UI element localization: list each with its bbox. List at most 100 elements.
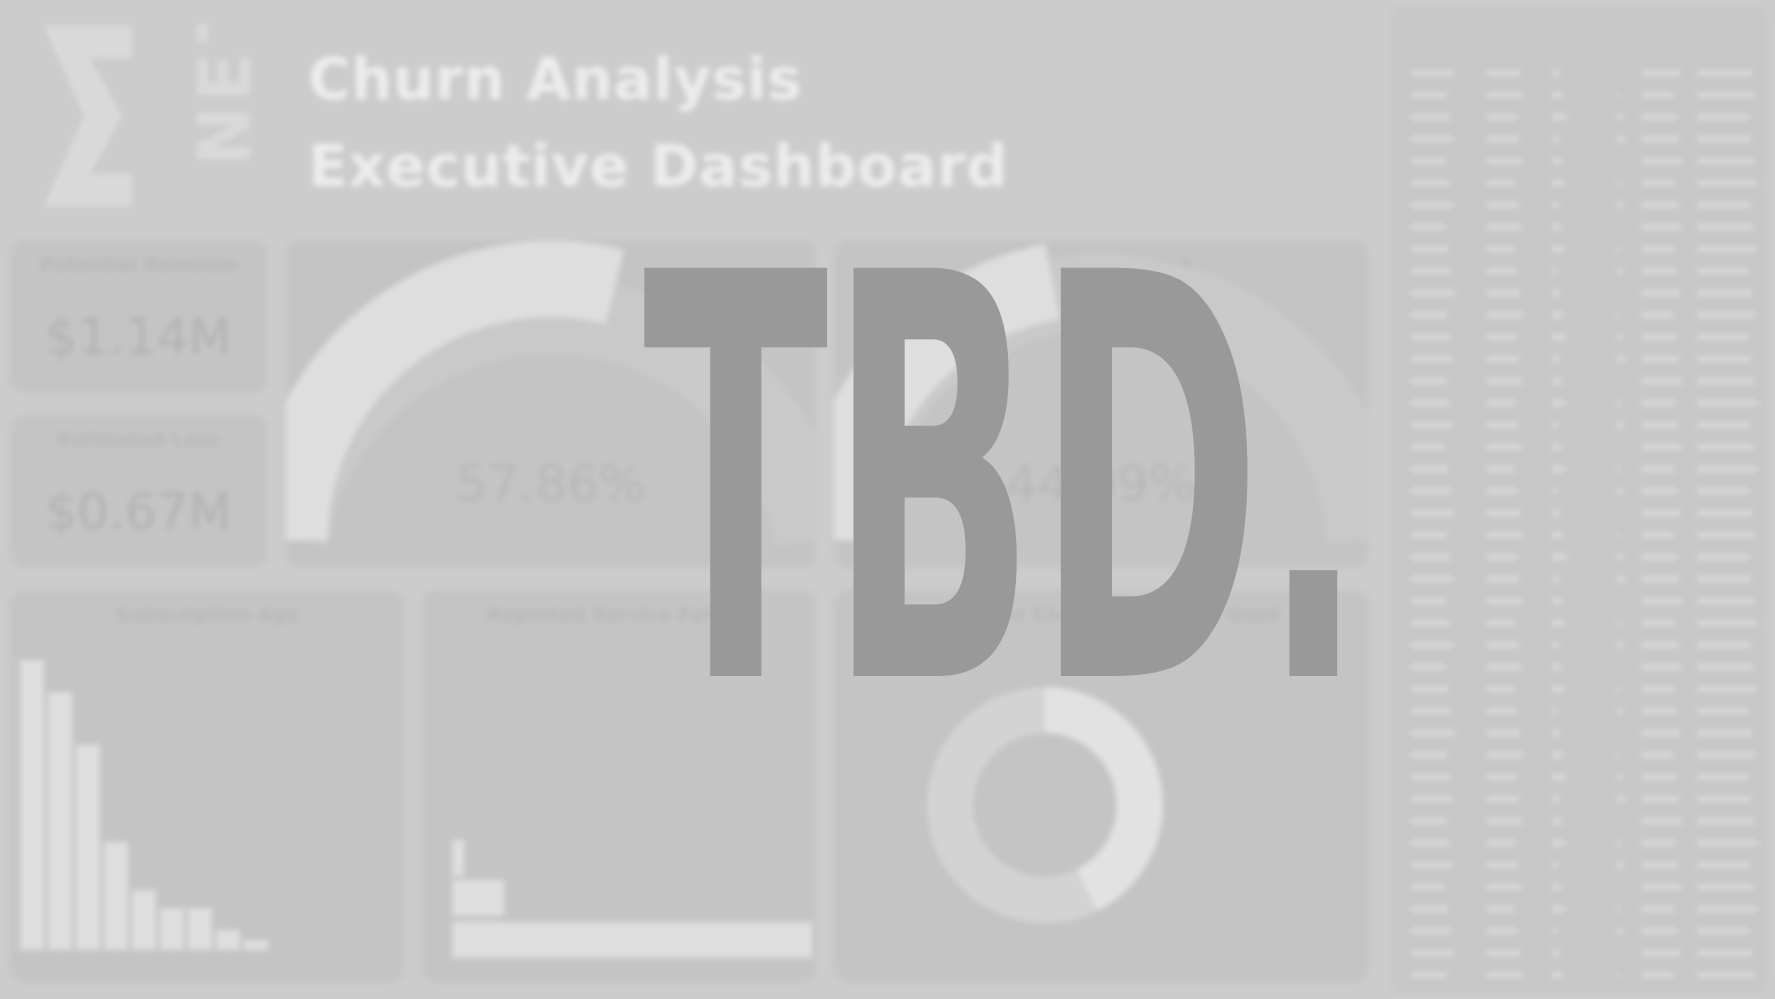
table-cell-placeholder	[1552, 796, 1559, 802]
table-cell-placeholder	[1642, 906, 1674, 912]
table-cell-placeholder	[1642, 466, 1674, 472]
table-cell-placeholder	[1697, 730, 1752, 736]
table-cell-placeholder	[1412, 950, 1454, 956]
table-cell-placeholder	[1642, 378, 1682, 384]
kpi-label: Estimated Loss	[57, 429, 220, 451]
chart-card-service-failures: Reported Service Failure	[422, 590, 816, 982]
table-cell-placeholder	[1617, 554, 1622, 560]
table-cell-placeholder	[1487, 752, 1523, 758]
table-cell-placeholder	[1617, 818, 1618, 824]
table-cell-placeholder	[1617, 532, 1619, 538]
table-cell-placeholder	[1617, 796, 1625, 802]
table-cell-placeholder	[1642, 642, 1678, 648]
kpi-value: $1.14M	[45, 308, 232, 366]
table-cell-placeholder	[1617, 972, 1619, 978]
tbd-overlay-text: TBD.	[643, 157, 1365, 809]
chart-card-subscription-age: Subscription Age	[10, 590, 404, 982]
table-cell-placeholder	[1487, 686, 1514, 692]
table-cell-placeholder	[1642, 312, 1673, 318]
table-cell-placeholder	[1412, 664, 1445, 670]
customer-table	[1412, 70, 1757, 978]
table-cell-placeholder	[1697, 158, 1754, 164]
table-cell-placeholder	[1642, 686, 1674, 692]
table-cell-placeholder	[1552, 444, 1561, 450]
table-cell-placeholder	[1412, 422, 1452, 428]
gauge-value: 44.09%	[1005, 455, 1197, 513]
table-cell-placeholder	[1412, 642, 1452, 648]
table-cell-placeholder	[1617, 400, 1621, 406]
table-cell-placeholder	[1552, 246, 1564, 252]
table-cell-placeholder	[1487, 70, 1520, 76]
table-cell-placeholder	[1552, 884, 1561, 890]
churn-rate-gauge-fill	[286, 240, 625, 541]
table-cell-placeholder	[1412, 136, 1453, 142]
table-cell-placeholder	[1487, 730, 1520, 736]
table-cell-placeholder	[1642, 92, 1673, 98]
table-cell-placeholder	[1552, 686, 1564, 692]
table-cell-placeholder	[1552, 906, 1564, 912]
table-cell-placeholder	[1697, 70, 1752, 76]
table-cell-placeholder	[1642, 620, 1675, 626]
table-cell-placeholder	[1412, 180, 1449, 186]
table-cell-placeholder	[1617, 268, 1623, 274]
table-cell-placeholder	[1412, 906, 1448, 912]
table-cell-placeholder	[1487, 158, 1522, 164]
table-cell-placeholder	[1617, 136, 1625, 142]
table-cell-placeholder	[1697, 862, 1750, 868]
table-cell-placeholder	[1697, 356, 1751, 362]
table-cell-placeholder	[1642, 862, 1678, 868]
table-cell-placeholder	[1617, 620, 1621, 626]
table-cell-placeholder	[1412, 70, 1454, 76]
kpi-card-potential-revenue: Potential Revenue $1.14M	[10, 240, 267, 393]
table-cell-placeholder	[1697, 752, 1755, 758]
table-cell-placeholder	[1552, 818, 1562, 824]
table-cell-placeholder	[1412, 686, 1448, 692]
page-title-line2: Executive Dashboard	[308, 132, 1009, 200]
table-cell-placeholder	[1412, 444, 1445, 450]
table-cell-placeholder	[1697, 334, 1748, 340]
service-failures-chart	[452, 840, 812, 958]
table-cell-placeholder	[1617, 598, 1618, 604]
table-cell-placeholder	[1487, 466, 1514, 472]
table-cell-placeholder	[1412, 818, 1446, 824]
subscription-age-chart	[20, 660, 268, 950]
table-cell-placeholder	[1412, 312, 1447, 318]
table-cell-placeholder	[1412, 290, 1454, 296]
table-cell-placeholder	[1552, 312, 1563, 318]
customer-table-panel	[1392, 6, 1767, 994]
table-cell-placeholder	[1412, 972, 1447, 978]
table-cell-placeholder	[1552, 620, 1565, 626]
table-cell-placeholder	[1487, 928, 1517, 934]
table-cell-placeholder	[1697, 92, 1755, 98]
table-cell-placeholder	[1412, 224, 1445, 230]
table-cell-placeholder	[1642, 224, 1681, 230]
table-cell-placeholder	[1487, 510, 1520, 516]
table-cell-placeholder	[1617, 334, 1622, 340]
churn-by-product-donut	[927, 687, 1163, 923]
table-cell-placeholder	[1642, 840, 1675, 846]
table-cell-placeholder	[1697, 774, 1748, 780]
table-cell-placeholder	[1617, 840, 1621, 846]
table-cell-placeholder	[1552, 554, 1566, 560]
table-cell-placeholder	[1697, 598, 1754, 604]
table-cell-placeholder	[1642, 576, 1679, 582]
table-cell-placeholder	[1487, 708, 1517, 714]
table-cell-placeholder	[1642, 884, 1681, 890]
table-cell-placeholder	[1487, 972, 1523, 978]
chart-card-churn-by-product: Customer Churn by Product Used	[834, 590, 1369, 982]
table-cell-placeholder	[1487, 774, 1516, 780]
table-cell-placeholder	[1697, 422, 1750, 428]
table-cell-placeholder	[1642, 664, 1681, 670]
table-cell-placeholder	[1412, 576, 1453, 582]
table-cell-placeholder	[1697, 312, 1755, 318]
table-cell-placeholder	[1642, 334, 1676, 340]
chart-title: Reported Service Failure	[486, 604, 752, 626]
table-cell-placeholder	[1412, 268, 1451, 274]
table-cell-placeholder	[1697, 224, 1753, 230]
table-cell-placeholder	[1617, 246, 1620, 252]
table-cell-placeholder	[1412, 708, 1451, 714]
table-cell-placeholder	[1412, 884, 1445, 890]
table-cell-placeholder	[1697, 620, 1757, 626]
churn-prediction-gauge-fill	[834, 244, 1061, 541]
